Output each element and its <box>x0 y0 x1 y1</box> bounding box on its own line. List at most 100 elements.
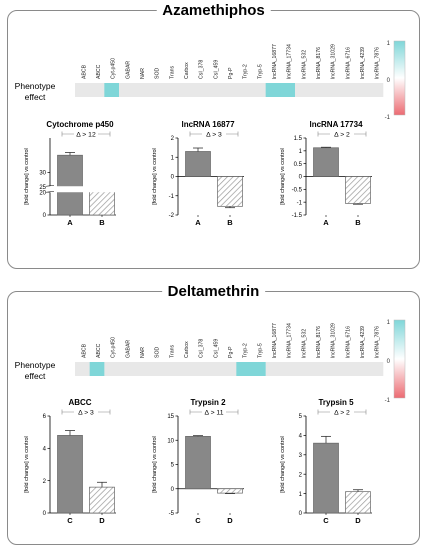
y-tick-label: -2 <box>169 213 175 219</box>
y-tick-label: 5 <box>299 414 303 420</box>
heatmap-column-label: lncRNA_8176 <box>316 47 322 79</box>
y-tick-label: 6 <box>43 414 47 420</box>
y-tick-label: 4 <box>299 434 303 440</box>
x-tick-label: A <box>195 218 201 227</box>
heatmap-cell <box>236 362 252 376</box>
x-tick-label: C <box>323 516 329 525</box>
y-tick-label: 0 <box>43 511 47 517</box>
heatmap-column-label: Tryp-5 <box>257 64 263 79</box>
y-tick-label: 0 <box>171 175 175 181</box>
bar-c <box>313 442 339 514</box>
legend-tick-label: -1 <box>385 115 391 121</box>
azamethiphos-figure: ABCB ABCC Cyt-p450 GABAR NAR SOD Trans Carbox Cs… <box>15 40 406 227</box>
azamethiphos-title: Azamethiphos <box>156 1 271 21</box>
deltamethrin-figure: ABCB ABCC Cyt-p450 GABAR NAR SOD Trans Carbox Cs… <box>15 319 406 525</box>
bar-a <box>313 147 339 177</box>
heatmap-cell <box>75 83 90 97</box>
heatmap-column-label: ABCC <box>96 64 102 79</box>
heatmap-column-label: Carbox <box>184 341 190 358</box>
heatmap-cell <box>89 362 105 376</box>
heatmap-cell <box>75 362 90 376</box>
legend-tick-label: 1 <box>387 41 391 47</box>
x-tick-label: A <box>67 218 73 227</box>
heatmap-column-label: lncRNA_7876 <box>375 47 381 79</box>
heatmap-cell <box>163 83 178 97</box>
heatmap-column-label: GABAR <box>125 340 131 358</box>
legend-tick-label: 0 <box>387 359 391 365</box>
delta-label-bg <box>74 130 98 138</box>
heatmap-cell <box>339 83 354 97</box>
heatmap-column-label: ABCB <box>81 343 87 358</box>
legend-color-bar <box>393 40 406 116</box>
heatmap-cell <box>309 83 325 97</box>
delta-annotation: Δ > 2 <box>334 131 350 138</box>
heatmap-column-label: ABCC <box>96 343 102 358</box>
chart-title: Trypsin 5 <box>318 398 354 407</box>
heatmap-cell <box>119 83 134 97</box>
heatmap-cell <box>119 362 134 376</box>
chart-title: ABCC <box>68 398 91 407</box>
heatmap-column-label: lncRNA_6716 <box>345 326 351 358</box>
x-tick-label: D <box>355 516 361 525</box>
heatmap-cell <box>368 362 384 376</box>
y-tick-label: 3 <box>299 453 303 459</box>
heatmap-cell <box>280 83 296 97</box>
delta-label-bg <box>330 408 354 416</box>
heatmap-column-label: SOD <box>155 347 161 358</box>
heatmap-row-label: effect <box>25 371 46 381</box>
heatmap-cell <box>207 83 222 97</box>
heatmap-column-label: lncRNA_8176 <box>316 326 322 358</box>
heatmap-cell <box>368 83 384 97</box>
y-tick-label: 0 <box>171 487 175 493</box>
heatmap-cell <box>295 83 310 97</box>
heatmap-column-label: lncRNA_16877 <box>272 323 278 358</box>
y-tick-label: 0 <box>299 511 303 517</box>
bar-c <box>57 435 83 514</box>
heatmap-cell <box>104 83 120 97</box>
heatmap-cell <box>251 362 266 376</box>
x-tick-label: B <box>355 218 361 227</box>
heatmap-cell <box>148 83 164 97</box>
heatmap-column-label: CsI_378 <box>199 339 205 358</box>
y-tick-label: 0 <box>43 213 47 219</box>
heatmap-column-label: lncRNA_17734 <box>287 44 293 79</box>
bar-a <box>57 154 83 216</box>
heatmap-column-label: Trans <box>169 345 175 358</box>
heatmap-column-label: lncRNA_7876 <box>375 326 381 358</box>
y-tick-label: 0.5 <box>294 162 303 168</box>
deltamethrin-panel: Deltamethrin ABCB ABCC Cyt-p450 GABAR NAR SOD… <box>7 282 420 545</box>
y-tick-label: 2 <box>299 472 303 478</box>
bar-a <box>185 151 211 177</box>
heatmap-column-label: CsI_459 <box>213 60 219 79</box>
heatmap-column-label: CsI_459 <box>213 339 219 358</box>
heatmap-cell <box>324 362 340 376</box>
y-tick-label: 1 <box>299 492 303 498</box>
x-tick-label: C <box>67 516 73 525</box>
azamethiphos-panel: Azamethiphos ABCB ABCC Cyt-p450 GABAR NAR SOD… <box>7 1 420 269</box>
heatmap-cell <box>324 83 340 97</box>
heatmap-column-label: Trans <box>169 66 175 79</box>
x-tick-label: A <box>323 218 329 227</box>
chart-title: Cytochrome p450 <box>46 120 114 129</box>
heatmap-column-label: Cyt-p450 <box>111 58 117 79</box>
heatmap-cell <box>133 83 149 97</box>
delta-annotation: Δ > 12 <box>76 131 96 138</box>
chart-title: lncRNA 16877 <box>181 120 235 129</box>
heatmap-cell <box>207 362 222 376</box>
heatmap-cell <box>177 362 193 376</box>
y-tick-label: 30 <box>39 171 46 177</box>
heatmap-cell <box>163 362 178 376</box>
y-tick-label: 2 <box>43 479 47 485</box>
legend-tick-label: 1 <box>387 320 391 326</box>
x-tick-label: C <box>195 516 201 525</box>
heatmap-column-label: NAR <box>140 347 146 358</box>
deltamethrin-title: Deltamethrin <box>161 282 266 302</box>
y-tick-label: 20 <box>39 190 46 196</box>
chart-title: lncRNA 17734 <box>309 120 363 129</box>
axis-break-mark <box>45 184 55 187</box>
y-axis-label: [fold change] vs control <box>280 148 286 205</box>
y-tick-label: -1 <box>297 200 303 206</box>
heatmap-column-label: GABAR <box>125 61 131 79</box>
bar-d <box>345 491 371 514</box>
heatmap-column-label: lncRNA_532 <box>301 50 307 79</box>
